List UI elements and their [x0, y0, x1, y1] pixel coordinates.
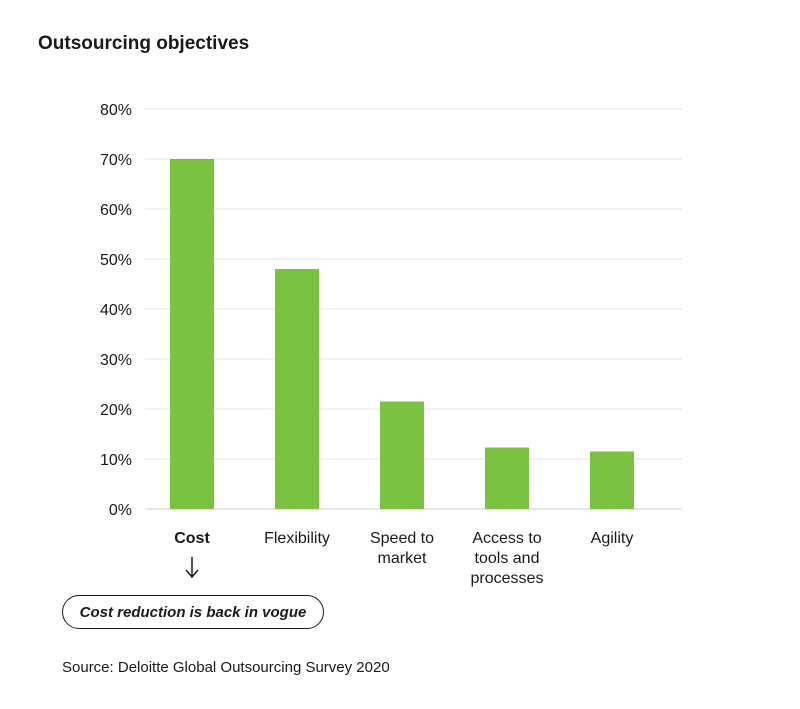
bar: [275, 269, 319, 509]
bars: [170, 159, 634, 509]
x-tick-label: Access to tools and processes: [471, 530, 544, 587]
y-tick-label: 60%: [100, 202, 132, 219]
x-tick-label: Speed to market: [370, 530, 434, 567]
source-note: Source: Deloitte Global Outsourcing Surv…: [62, 659, 390, 676]
down-arrow-icon: [185, 557, 199, 579]
arrow-head: [185, 569, 199, 579]
bar: [170, 159, 214, 509]
y-tick-label: 10%: [100, 452, 132, 469]
y-tick-label: 0%: [109, 502, 132, 519]
x-axis-ticks: Cost Flexibility Speed to market Access to to…: [174, 530, 633, 587]
y-tick-label: 40%: [100, 302, 132, 319]
callout-badge: Cost reduction is back in vogue: [62, 595, 324, 629]
x-tick-label: Agility: [591, 530, 634, 547]
y-tick-label: 70%: [100, 152, 132, 169]
chart-title: Outsourcing objectives: [38, 33, 250, 54]
y-tick-label: 80%: [100, 102, 132, 119]
y-tick-label: 30%: [100, 352, 132, 369]
bar: [590, 451, 634, 509]
y-tick-label: 20%: [100, 402, 132, 419]
bar: [485, 447, 529, 509]
y-axis-ticks: 0% 10% 20% 30% 40% 50% 60% 70% 80%: [100, 102, 132, 519]
x-tick-label: Flexibility: [264, 530, 330, 547]
x-tick-label: Cost: [174, 530, 210, 547]
y-tick-label: 50%: [100, 252, 132, 269]
bar: [380, 401, 424, 509]
